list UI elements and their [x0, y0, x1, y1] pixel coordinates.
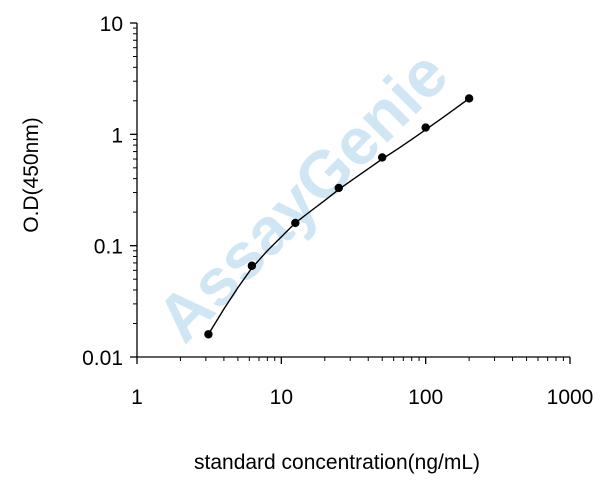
data-point — [464, 94, 474, 103]
y-tick-label: 0.01 — [82, 347, 123, 370]
x-tick-label: 10 — [270, 386, 293, 409]
data-point — [204, 330, 213, 339]
data-point — [378, 153, 387, 162]
data-point — [247, 261, 257, 270]
data-point — [334, 183, 343, 193]
x-tick-label: 100 — [408, 386, 443, 409]
y-tick-label: 0.1 — [94, 236, 123, 259]
y-axis-title: O.D(450nm) — [20, 117, 43, 233]
y-tick-label: 10 — [100, 13, 123, 36]
x-tick-label: 1 — [131, 386, 143, 409]
watermark-text: AssayGenie — [142, 36, 462, 356]
data-point — [291, 218, 300, 228]
y-tick-label: 1 — [111, 124, 123, 147]
data-point — [421, 123, 430, 132]
x-axis-title: standard concentration(ng/mL) — [194, 451, 480, 474]
x-tick-label: 1000 — [547, 386, 594, 409]
axes: 0.01 0.1 1 10 1 10 100 1000 — [82, 13, 593, 409]
data-points-layer — [204, 94, 474, 339]
